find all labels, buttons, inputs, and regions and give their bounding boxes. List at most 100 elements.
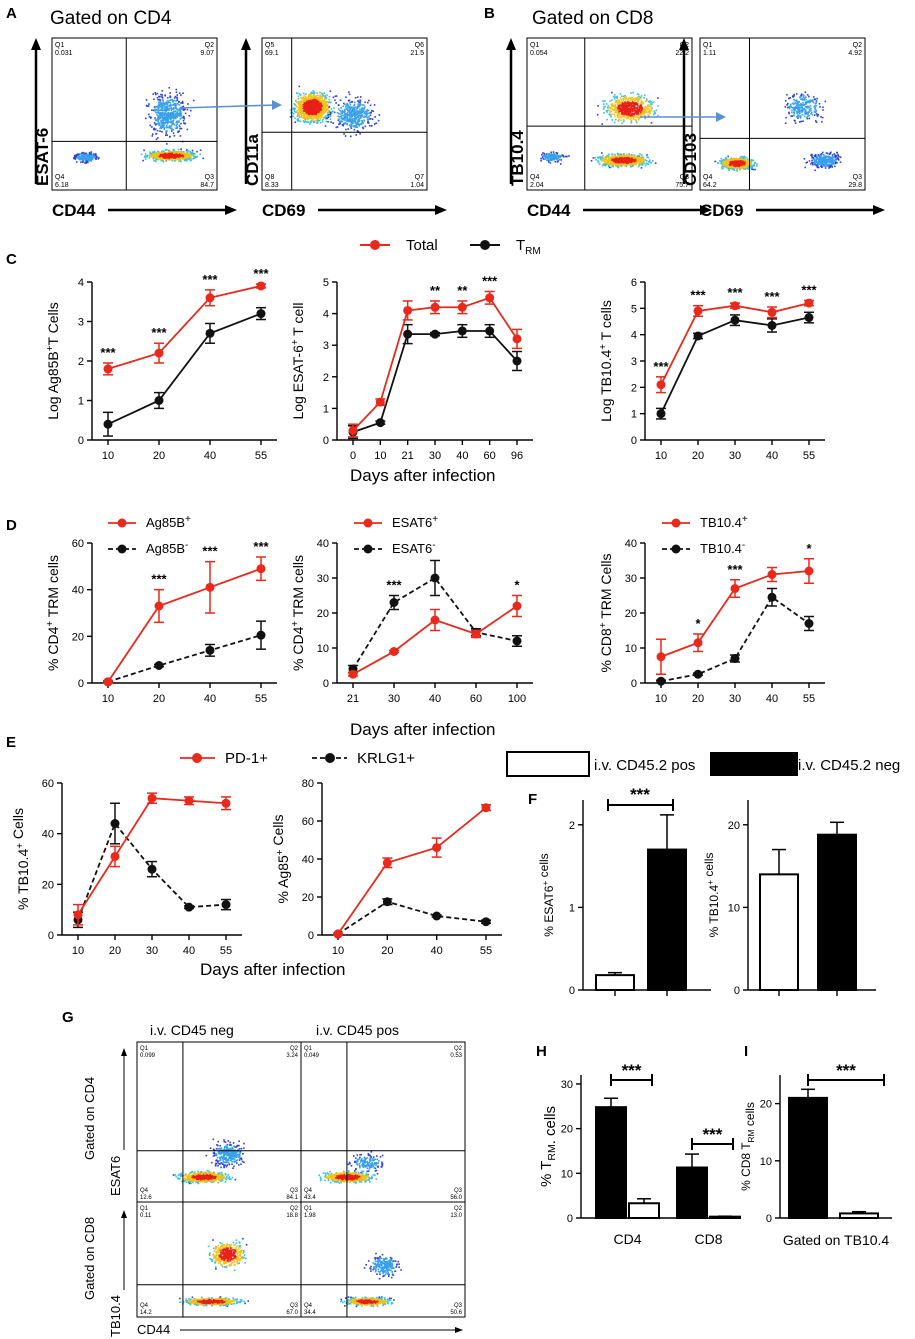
flow-event xyxy=(627,98,629,100)
quadrant-value: 1.04 xyxy=(410,182,424,189)
quadrant-name: Q1 xyxy=(55,42,64,49)
flow-event xyxy=(619,104,622,106)
flow-event xyxy=(628,115,631,118)
flow-event xyxy=(328,106,330,108)
flow-event xyxy=(596,156,599,159)
flow-event xyxy=(169,156,172,158)
flow-event xyxy=(310,100,313,102)
flow-event xyxy=(315,96,318,99)
flow-event xyxy=(153,122,156,124)
flow-event xyxy=(608,156,611,159)
flow-event xyxy=(625,96,627,98)
flow-event xyxy=(181,100,184,103)
quadrant-value: 69.1 xyxy=(265,50,279,57)
quadrant-value: 8.33 xyxy=(265,182,279,189)
flow-event xyxy=(168,126,171,129)
flow-event xyxy=(640,109,642,111)
flow-event xyxy=(179,151,182,154)
flow-event xyxy=(364,101,366,104)
flow-event xyxy=(621,158,623,160)
flow-event xyxy=(619,106,621,109)
flow-event xyxy=(625,97,627,100)
flow-event xyxy=(157,116,160,119)
flow-event xyxy=(310,96,312,98)
flow-event xyxy=(176,157,179,160)
flow-event xyxy=(168,117,171,120)
flow-event xyxy=(299,96,302,99)
flow-event xyxy=(361,126,364,129)
flow-event xyxy=(340,111,342,113)
flow-event xyxy=(294,104,296,106)
flow-event xyxy=(143,156,146,158)
flow-event xyxy=(614,96,617,98)
flow-event xyxy=(93,155,96,157)
flow-event xyxy=(353,107,356,109)
flow-event xyxy=(155,138,158,141)
flow-event xyxy=(356,105,359,108)
flow-event xyxy=(335,102,337,104)
panel-label-h: H xyxy=(536,1043,547,1060)
flow-event xyxy=(173,97,176,99)
flow-event xyxy=(153,110,156,112)
flow-event xyxy=(175,104,178,106)
flow-event xyxy=(348,109,350,112)
flow-event xyxy=(624,159,627,162)
flow-event xyxy=(358,124,360,127)
flow-event xyxy=(633,116,635,119)
flow-event xyxy=(613,113,616,116)
flow-event xyxy=(371,118,374,121)
flow-frame xyxy=(261,37,428,191)
flow-event xyxy=(339,113,342,116)
flow-event xyxy=(648,159,651,162)
flow-event xyxy=(176,112,178,114)
flow-event xyxy=(625,113,628,116)
flow-event xyxy=(192,154,195,156)
flow-event xyxy=(183,117,185,120)
flow-event xyxy=(163,109,166,112)
flow-event xyxy=(625,153,628,156)
flow-event xyxy=(354,101,356,104)
flow-event xyxy=(349,103,352,106)
flow-event xyxy=(346,102,348,105)
panel-label-f: F xyxy=(528,791,537,808)
flow-event xyxy=(633,107,635,110)
flow-event xyxy=(648,107,650,110)
flow-event xyxy=(622,118,625,121)
flow-event xyxy=(304,106,306,108)
flow-event xyxy=(79,155,82,158)
flow-event xyxy=(156,123,159,125)
flow-event xyxy=(605,162,607,164)
flow-event xyxy=(646,107,648,110)
flow-event xyxy=(165,120,167,123)
flow-event xyxy=(636,157,638,159)
flow-event xyxy=(166,151,168,154)
flow-event xyxy=(647,156,650,159)
flow-event xyxy=(357,101,360,103)
flow-event xyxy=(343,122,345,125)
flow-event xyxy=(616,111,618,113)
flow-event xyxy=(148,113,150,116)
flow-event xyxy=(174,152,176,154)
flow-event xyxy=(355,134,357,136)
flow-event xyxy=(357,130,359,133)
flow-event xyxy=(608,158,611,161)
flow-event xyxy=(360,111,363,113)
flow-event xyxy=(190,153,192,156)
flow-event xyxy=(157,98,159,101)
flow-event xyxy=(623,152,625,155)
flow-event xyxy=(307,117,309,119)
flow-event xyxy=(159,105,162,108)
flow-frame xyxy=(526,37,693,191)
flow-event xyxy=(293,103,296,105)
flow-event xyxy=(633,109,635,112)
flow-event xyxy=(144,155,147,157)
flow-event xyxy=(308,112,310,114)
flow-event xyxy=(310,120,313,122)
flow-event xyxy=(550,157,553,160)
flow-event xyxy=(88,154,90,157)
flow-event xyxy=(177,152,179,155)
flow-event xyxy=(182,119,185,122)
flow-event xyxy=(313,115,316,117)
flow-event xyxy=(83,157,86,160)
